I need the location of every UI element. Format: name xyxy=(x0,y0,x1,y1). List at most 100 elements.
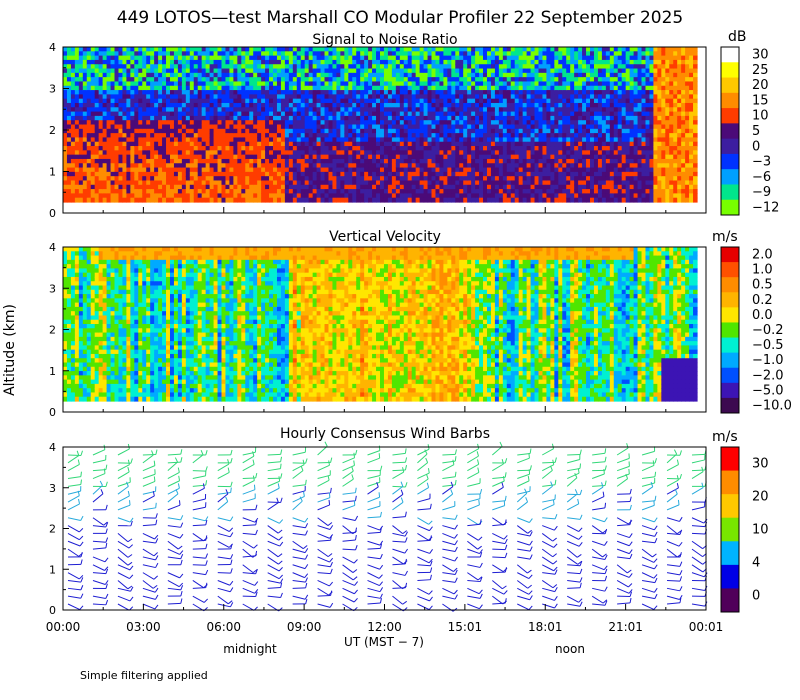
snr-cell xyxy=(257,128,262,134)
snr-cell xyxy=(98,47,104,52)
snr-cell xyxy=(502,176,508,182)
snr-cell xyxy=(324,171,330,177)
snr-cell xyxy=(609,111,615,117)
snr-cell xyxy=(443,64,448,70)
snr-cell xyxy=(451,141,456,147)
snr-cell xyxy=(288,176,294,182)
snr-cell xyxy=(451,163,456,169)
snr-cell xyxy=(542,124,548,130)
snr-cell xyxy=(288,85,294,91)
snr-cell xyxy=(518,64,524,70)
snr-cell xyxy=(542,197,548,203)
snr-cell xyxy=(82,180,88,186)
snr-cell xyxy=(201,81,207,87)
snr-cell xyxy=(316,90,322,95)
snr-cell xyxy=(213,193,219,199)
snr-cell xyxy=(463,85,468,91)
snr-cell xyxy=(494,146,500,151)
snr-cell xyxy=(185,180,191,186)
snr-cell xyxy=(471,154,476,160)
snr-cell xyxy=(582,176,587,182)
snr-cell xyxy=(201,150,207,156)
snr-cell xyxy=(158,72,163,78)
snr-cell xyxy=(490,55,496,61)
snr-cell xyxy=(292,146,298,151)
snr-cell xyxy=(181,158,187,164)
snr-cell xyxy=(395,171,401,177)
snr-cell xyxy=(427,189,433,194)
snr-cell xyxy=(471,124,476,130)
snr-cell xyxy=(582,141,587,147)
snr-cell xyxy=(479,141,484,147)
snr-cell xyxy=(78,171,84,177)
snr-cell xyxy=(506,158,512,164)
snr-cell xyxy=(114,141,120,147)
snr-cell xyxy=(273,72,278,78)
snr-cell xyxy=(609,115,615,121)
snr-cell xyxy=(106,90,112,95)
snr-cell xyxy=(245,171,250,177)
snr-cell xyxy=(312,137,318,143)
snr-cell xyxy=(166,107,171,113)
snr-cell xyxy=(498,197,504,203)
snr-cell xyxy=(90,81,96,87)
snr-cell xyxy=(63,189,68,194)
snr-cell xyxy=(328,85,334,91)
snr-cell xyxy=(328,180,334,186)
snr-cell xyxy=(570,77,575,83)
snr-cell xyxy=(150,120,155,126)
snr-cell xyxy=(593,146,599,151)
snr-cell xyxy=(86,85,92,91)
snr-cell xyxy=(245,184,250,190)
snr-cell xyxy=(63,90,68,95)
snr-cell xyxy=(332,137,338,143)
snr-cell xyxy=(407,180,413,186)
snr-cell xyxy=(233,85,238,91)
snr-cell xyxy=(411,150,417,156)
snr-cell xyxy=(483,51,488,57)
snr-cell xyxy=(590,167,595,173)
snr-cell xyxy=(237,128,242,134)
snr-cell xyxy=(284,154,290,160)
snr-cell xyxy=(518,124,524,130)
snr-cell xyxy=(352,68,357,74)
snr-cell xyxy=(451,77,456,83)
snr-cell xyxy=(502,197,508,203)
snr-cell xyxy=(209,98,215,104)
snr-cell xyxy=(471,85,476,91)
snr-cell xyxy=(205,94,211,100)
snr-cell xyxy=(292,180,298,186)
snr-cell xyxy=(237,176,242,182)
snr-cell xyxy=(586,184,591,190)
snr-cell xyxy=(197,81,203,87)
snr-cell xyxy=(336,59,341,65)
snr-cell xyxy=(229,120,234,126)
snr-cell xyxy=(510,176,516,182)
snr-cell xyxy=(467,150,472,156)
snr-cell xyxy=(205,180,211,186)
snr-cell xyxy=(467,146,472,151)
snr-cell xyxy=(257,85,262,91)
snr-cell xyxy=(459,111,464,117)
snr-cell xyxy=(122,163,127,169)
snr-cell xyxy=(78,154,84,160)
snr-cell xyxy=(312,167,318,173)
snr-cell xyxy=(601,81,607,87)
snr-cell xyxy=(304,189,310,194)
snr-cell xyxy=(403,154,409,160)
snr-cell xyxy=(253,146,258,151)
snr-cell xyxy=(570,180,575,186)
snr-cell xyxy=(82,68,88,74)
snr-cell xyxy=(494,47,500,52)
snr-cell xyxy=(261,189,266,194)
snr-cell xyxy=(106,193,112,199)
snr-cell xyxy=(550,137,555,143)
snr-cell xyxy=(451,120,456,126)
snr-cell xyxy=(110,68,116,74)
snr-cell xyxy=(154,163,159,169)
snr-cell xyxy=(344,180,349,186)
snr-cell xyxy=(455,55,460,61)
snr-cell xyxy=(142,176,147,182)
snr-cell xyxy=(197,102,203,108)
snr-cell xyxy=(590,171,595,177)
